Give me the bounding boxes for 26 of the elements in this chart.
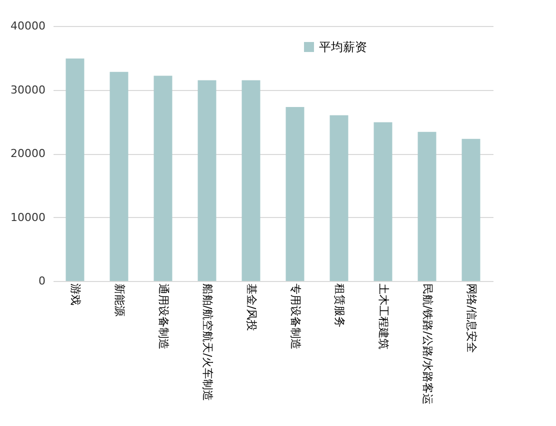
bar xyxy=(110,72,128,281)
x-tick-label: 土木工程建筑 xyxy=(377,284,390,350)
bar xyxy=(330,115,348,281)
legend-label: 平均薪资 xyxy=(319,40,367,54)
bar xyxy=(198,80,216,281)
bar xyxy=(286,106,304,281)
y-tick-label: 0 xyxy=(38,274,46,288)
y-tick-label: 40000 xyxy=(10,20,46,32)
bar xyxy=(154,76,172,281)
x-tick-label: 游戏 xyxy=(69,284,82,306)
x-tick-label: 民航/铁路/公路/水路客运 xyxy=(421,284,434,405)
x-tick-label: 网络/信息安全 xyxy=(465,284,478,354)
bar xyxy=(418,132,436,281)
x-tick-label: 专用设备制造 xyxy=(289,284,302,350)
x-tick-label: 通用设备制造 xyxy=(157,284,170,350)
y-tick-label: 30000 xyxy=(10,83,46,96)
x-tick-label: 基金/风投 xyxy=(245,284,258,332)
x-tick-label: 新能源 xyxy=(113,284,126,316)
y-tick-label: 20000 xyxy=(10,147,46,160)
bar xyxy=(66,58,84,281)
bar xyxy=(242,80,260,281)
x-tick-label: 租赁服务 xyxy=(333,284,346,328)
bar xyxy=(374,122,392,281)
x-tick-label: 船舶/航空航天/火车制造 xyxy=(201,284,214,401)
y-tick-label: 10000 xyxy=(10,210,46,224)
bar xyxy=(462,138,480,281)
